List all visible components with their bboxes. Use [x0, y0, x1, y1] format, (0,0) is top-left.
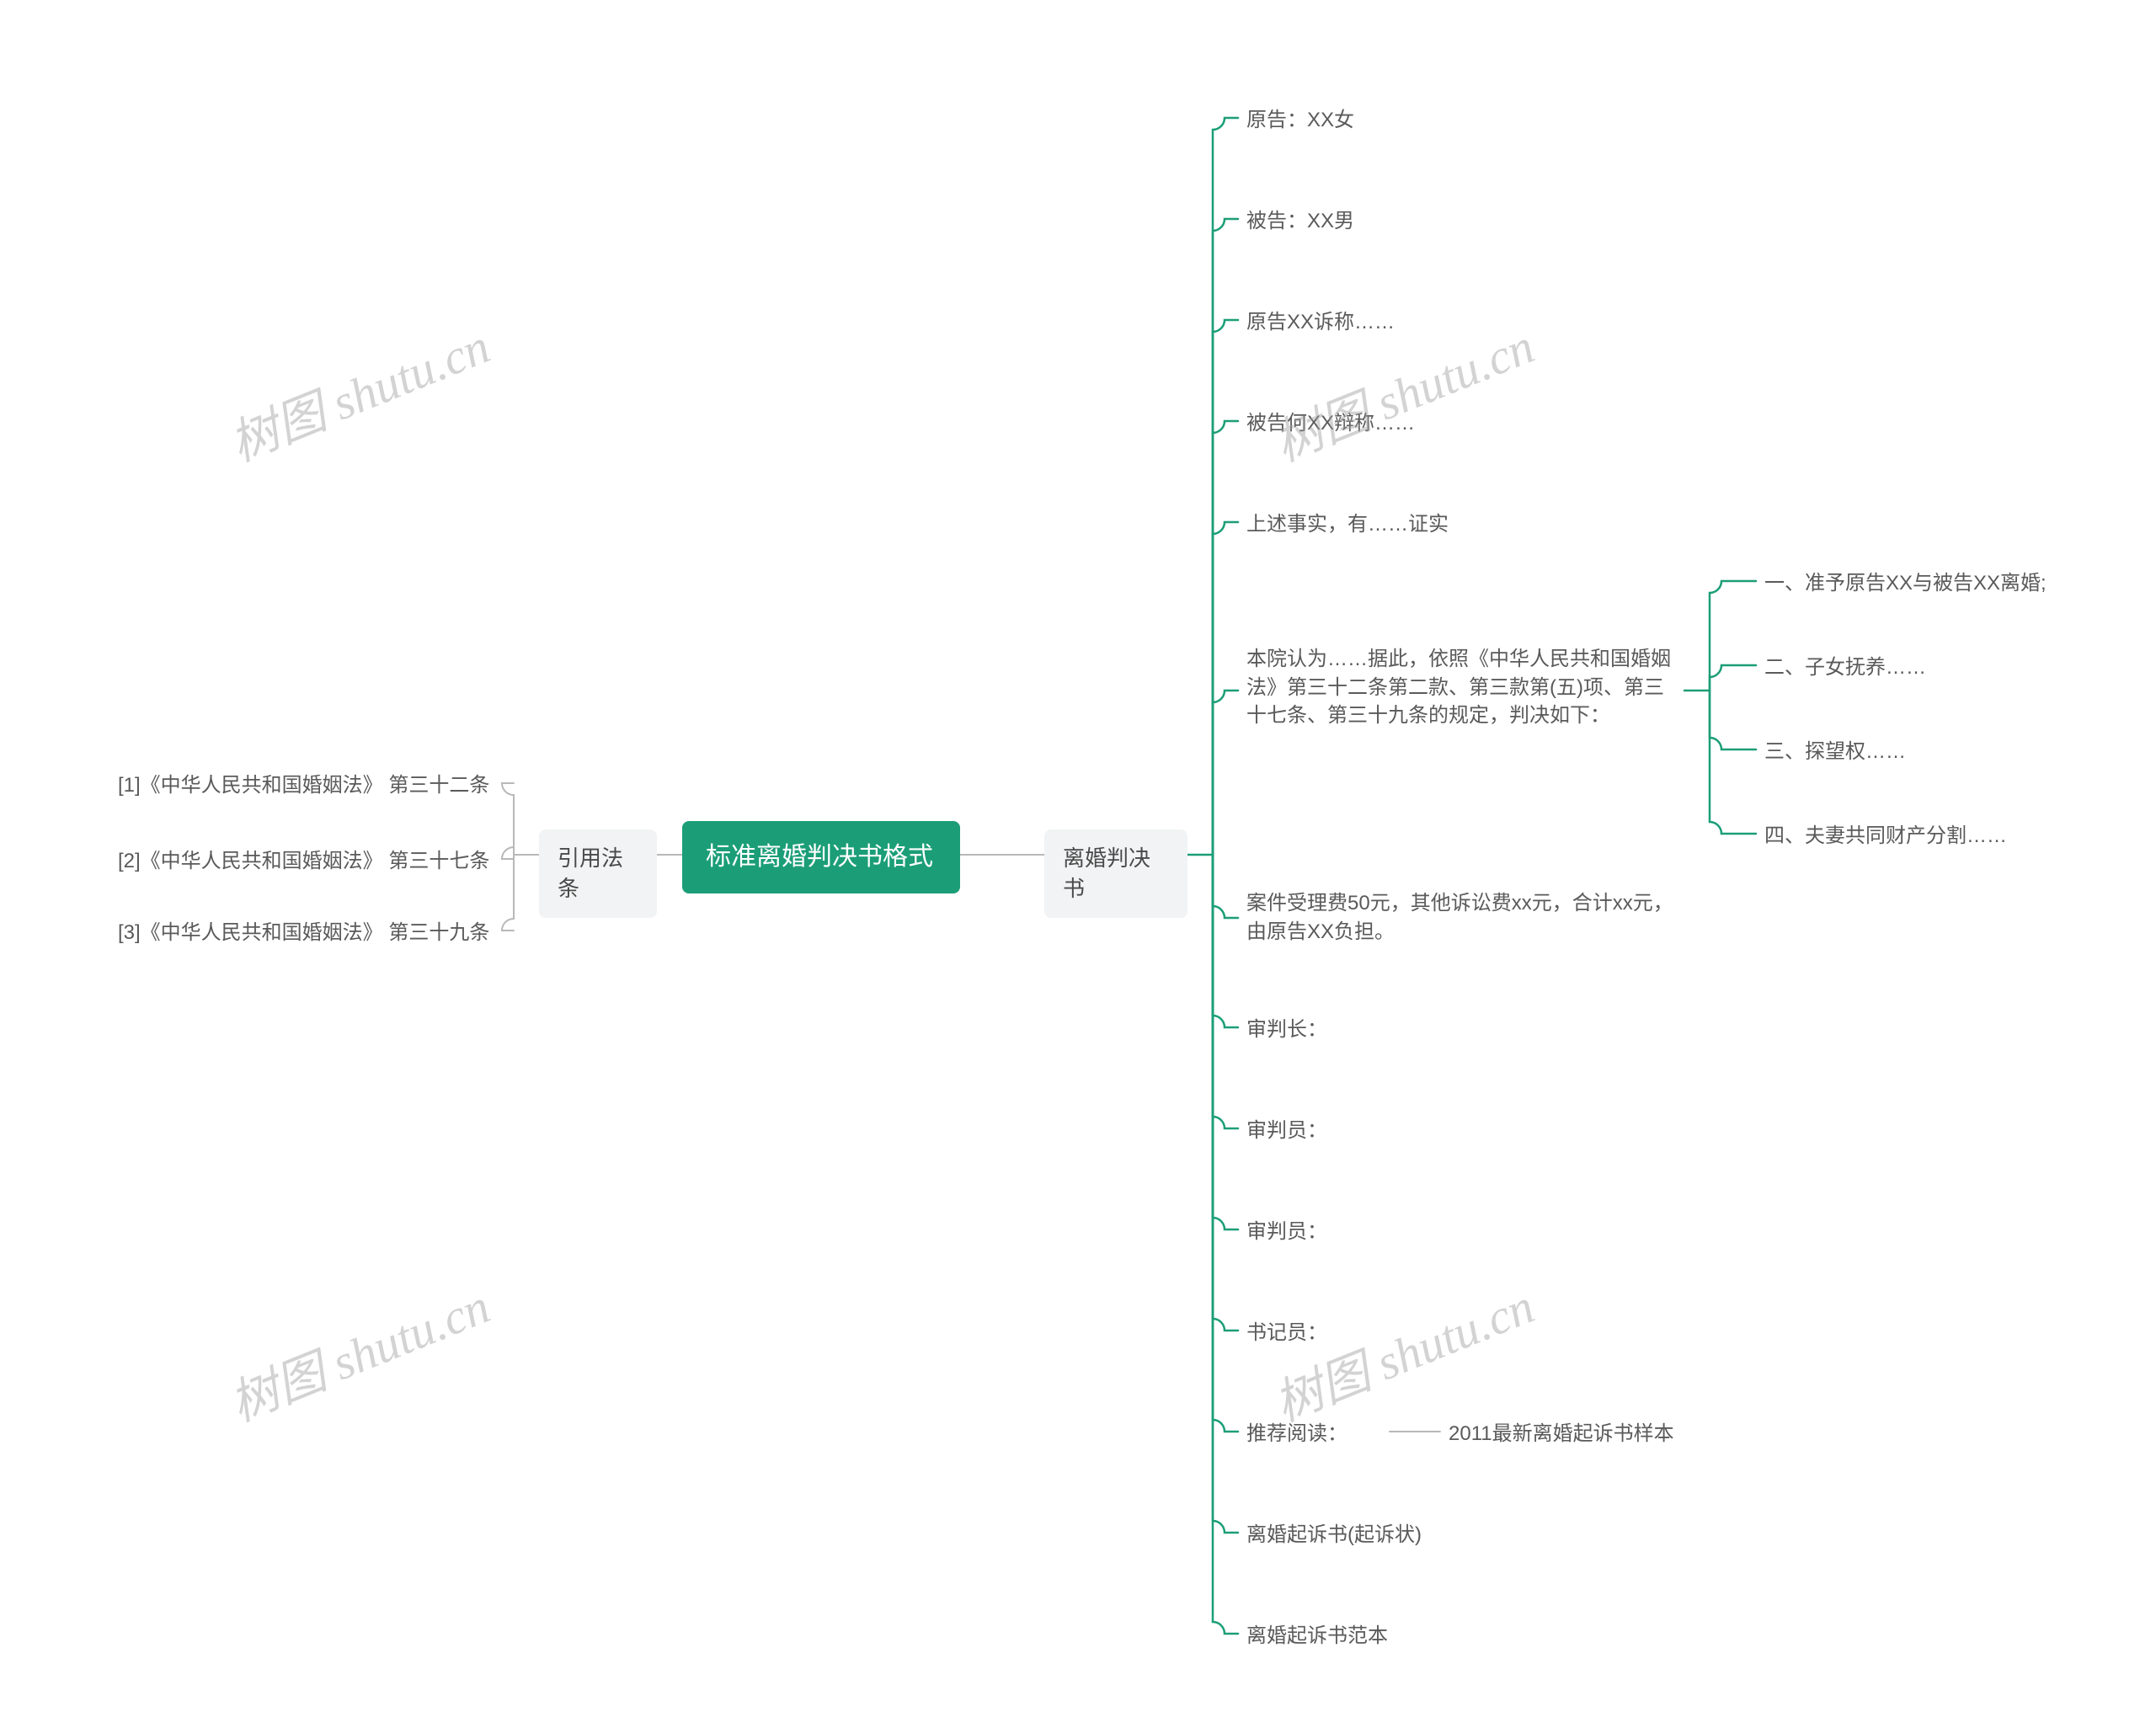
- watermark: 树图 shutu.cn: [218, 307, 499, 475]
- mindmap-node: 案件受理费50元，其他诉讼费xx元，合计xx元，由原告XX负担。: [1238, 884, 1684, 951]
- mindmap-node: 上述事实，有……证实: [1238, 505, 1541, 544]
- mindmap-node: 2011最新离婚起诉书样本: [1440, 1415, 1726, 1453]
- mindmap-node: 被告：XX男: [1238, 202, 1457, 241]
- mindmap-node: 本院认为……据此，依照《中华人民共和国婚姻法》第三十二条第二款、第三款第(五)项…: [1238, 640, 1684, 735]
- mindmap-node: [3]《中华人民共和国婚姻法》 第三十九条: [109, 914, 514, 952]
- mindmap-node: 书记员：: [1238, 1314, 1406, 1352]
- mindmap-node: 二、子女抚养……: [1756, 648, 1992, 687]
- mindmap-node: 审判员：: [1238, 1112, 1406, 1150]
- mindmap-node: 审判长：: [1238, 1011, 1406, 1049]
- mindmap-node: [2]《中华人民共和国婚姻法》 第三十七条: [109, 842, 514, 881]
- mindmap-node: 原告：XX女: [1238, 101, 1457, 140]
- mindmap-node: [1]《中华人民共和国婚姻法》 第三十二条: [109, 766, 514, 805]
- mindmap-node: 四、夫妻共同财产分割……: [1756, 817, 2059, 856]
- mindmap-node: 审判员：: [1238, 1213, 1406, 1251]
- mindmap-node: 标准离婚判决书格式: [682, 821, 960, 893]
- mindmap-node: 原告XX诉称……: [1238, 303, 1508, 342]
- mindmap-node: 离婚判决书: [1044, 829, 1187, 918]
- watermark: 树图 shutu.cn: [218, 1267, 499, 1435]
- mindmap-node: 被告何XX辩称……: [1238, 404, 1524, 443]
- mindmap-node: 离婚起诉书范本: [1238, 1617, 1457, 1656]
- mindmap-node: 三、探望权……: [1756, 733, 1992, 771]
- mindmap-node: 推荐阅读：: [1238, 1415, 1390, 1453]
- mindmap-node: 引用法条: [539, 829, 657, 918]
- canvas: 标准离婚判决书格式引用法条 [1]《中华人民共和国婚姻法》 第三十二条 [2]《中华…: [0, 0, 2156, 1712]
- mindmap-node: 离婚起诉书(起诉状): [1238, 1516, 1491, 1555]
- mindmap-node: 一、准予原告XX与被告XX离婚;: [1756, 564, 2076, 603]
